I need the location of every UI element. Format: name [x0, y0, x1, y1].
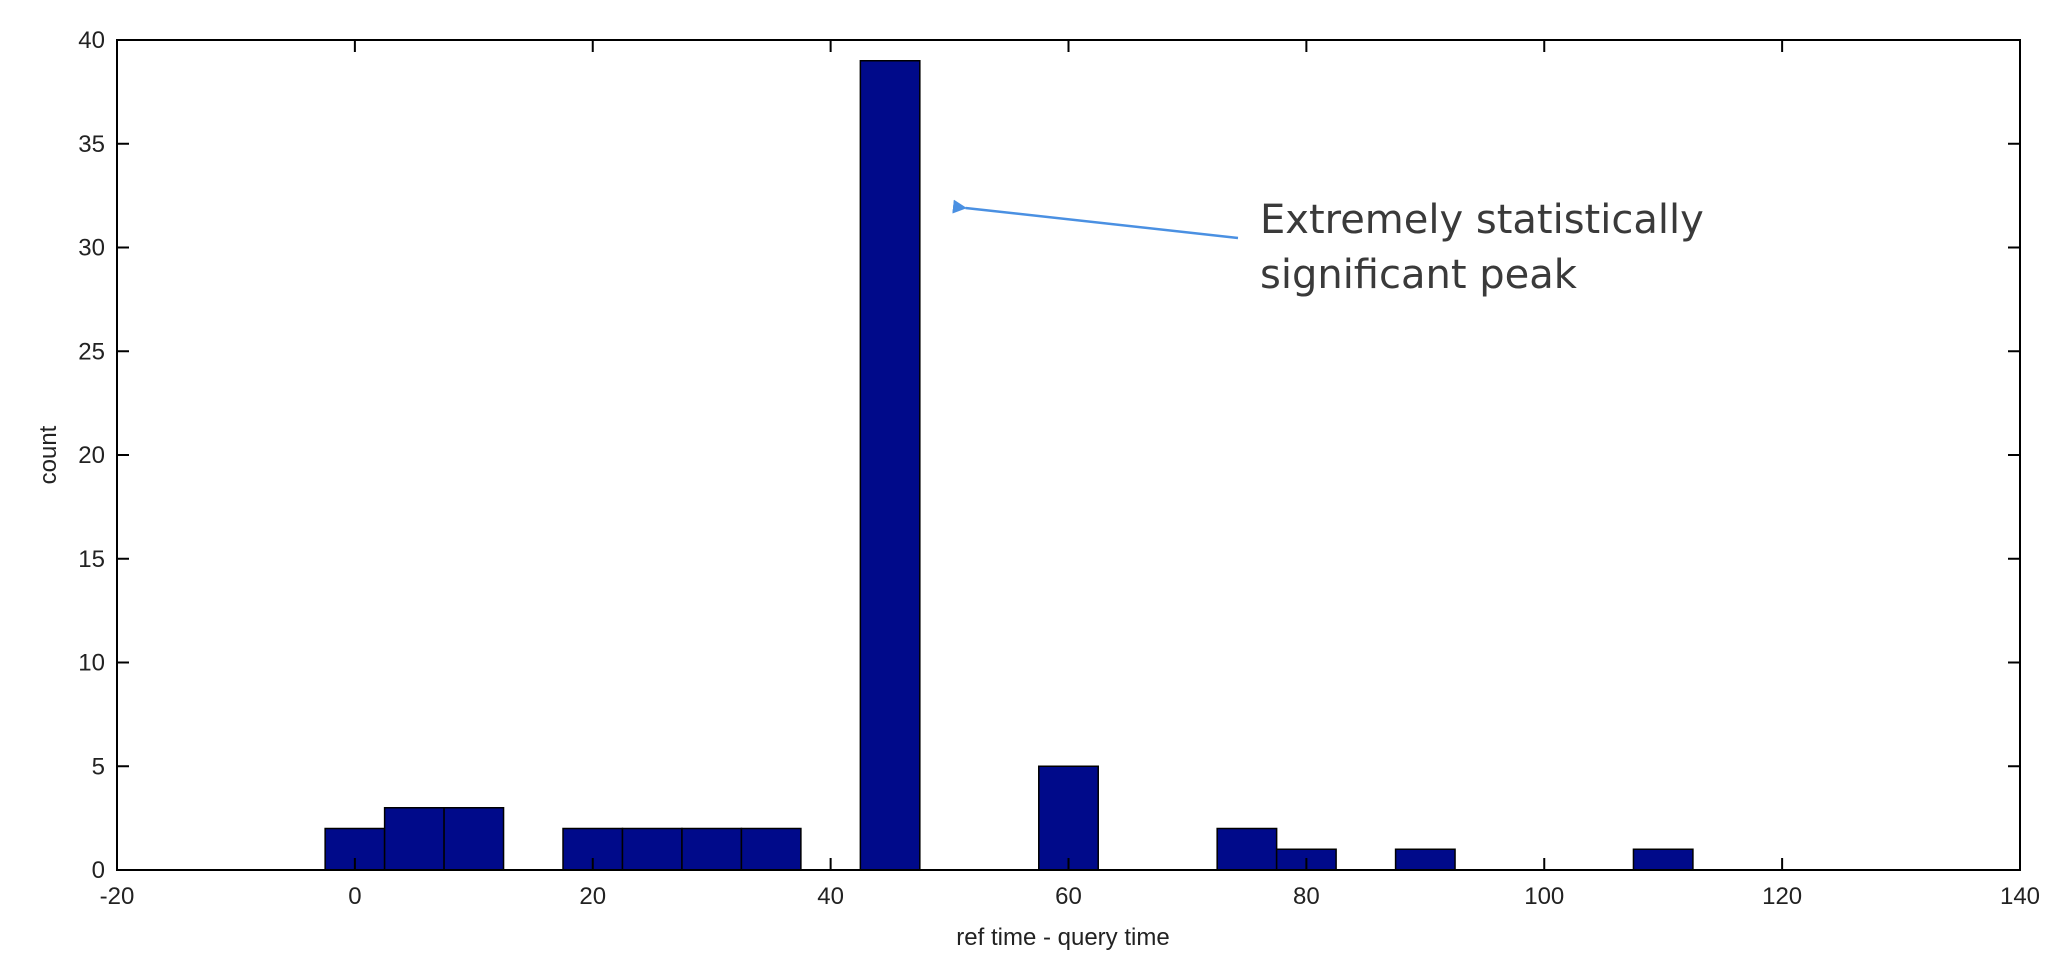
y-tick-label-5: 25 — [78, 338, 105, 365]
y-tick-label-0: 0 — [92, 857, 105, 884]
y-tick-label-1: 5 — [92, 753, 105, 780]
y-axis-label: count — [35, 425, 62, 484]
x-tick-label-1: 0 — [348, 883, 361, 910]
x-tick-label-3: 40 — [817, 883, 844, 910]
x-tick-label-4: 60 — [1055, 883, 1082, 910]
bar-9 — [1216, 827, 1278, 871]
annotation-text: Extremely statistically significant peak — [1260, 197, 1716, 298]
annotation-line-1: Extremely statistically — [1260, 197, 1704, 243]
bar-2 — [443, 807, 505, 871]
y-tick-label-8: 40 — [78, 27, 105, 54]
bar-1 — [383, 807, 445, 871]
annotation-line-2: significant peak — [1260, 252, 1578, 298]
x-tick-label-7: 120 — [1762, 883, 1802, 910]
y-tick-label-3: 15 — [78, 546, 105, 573]
x-tick-label-6: 100 — [1524, 883, 1564, 910]
plot-area — [117, 40, 2020, 870]
x-tick-label-8: 140 — [2000, 883, 2040, 910]
x-tick-label-2: 20 — [579, 883, 606, 910]
x-tick-label-5: 80 — [1293, 883, 1320, 910]
ticks-group — [116, 39, 2021, 871]
bar-8 — [1038, 765, 1099, 871]
bar-11 — [1394, 848, 1456, 871]
bar-7 — [859, 60, 921, 871]
y-tick-label-7: 35 — [78, 131, 105, 158]
annotation-arrow — [952, 199, 1239, 240]
x-axis-label: ref time - query time — [956, 924, 1169, 951]
bar-5 — [681, 827, 743, 871]
x-tick-label-0: -20 — [100, 883, 135, 910]
bar-4 — [621, 827, 683, 871]
bar-6 — [740, 827, 802, 871]
y-tick-label-2: 10 — [78, 650, 105, 677]
bar-12 — [1632, 848, 1694, 871]
y-tick-label-6: 30 — [78, 235, 105, 262]
bars-group — [324, 60, 1694, 871]
y-tick-label-4: 20 — [78, 442, 105, 469]
